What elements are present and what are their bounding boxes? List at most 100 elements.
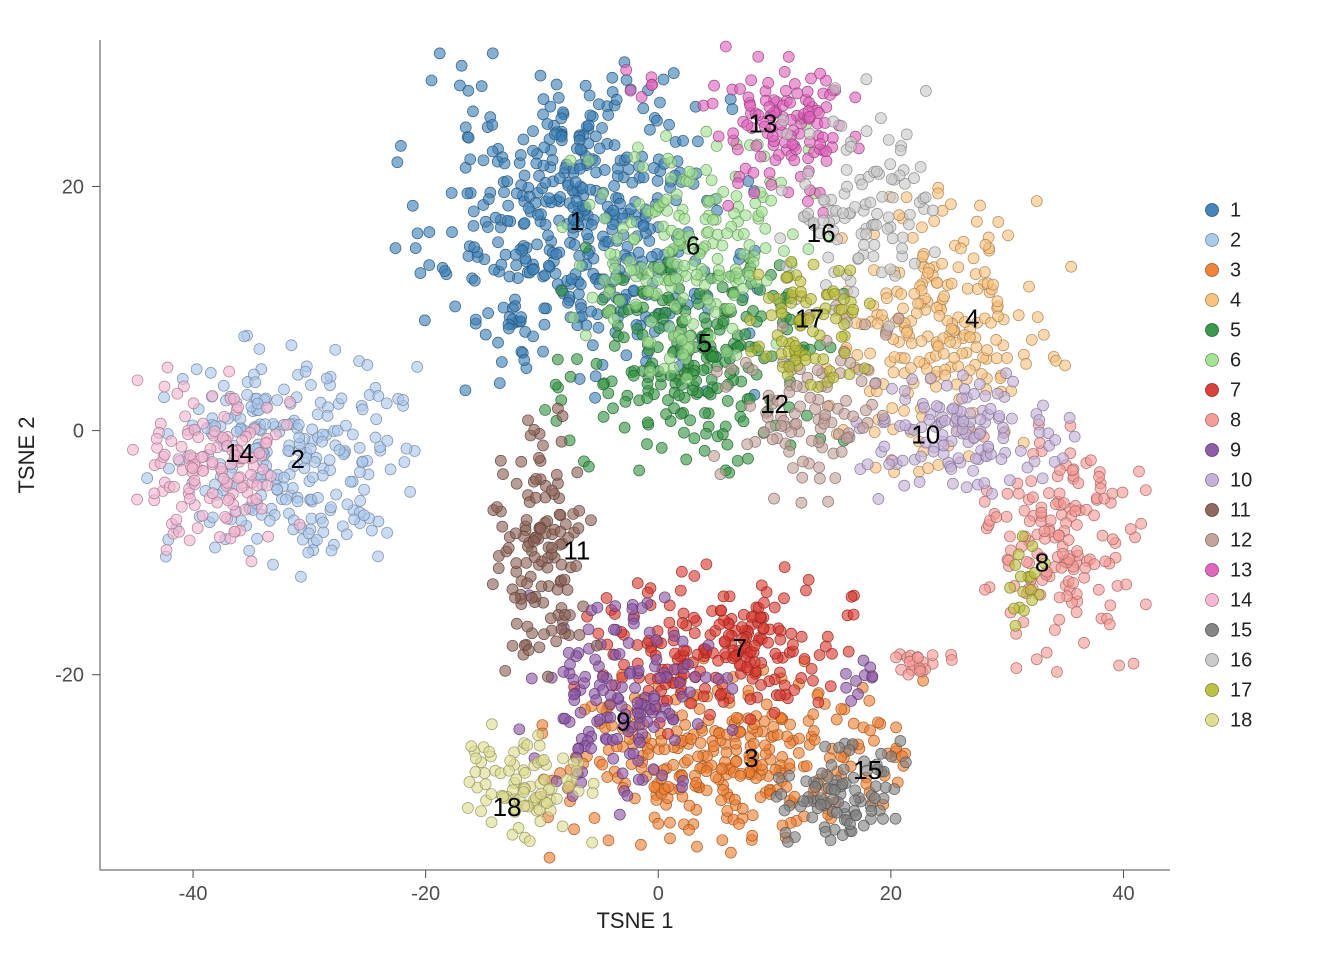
scatter-point <box>850 795 861 806</box>
scatter-point <box>293 419 304 430</box>
scatter-point <box>760 740 771 751</box>
x-tick-label: 20 <box>880 883 902 905</box>
scatter-point <box>544 852 555 863</box>
scatter-point <box>529 424 540 435</box>
scatter-point <box>642 587 653 598</box>
scatter-point <box>864 695 875 706</box>
scatter-point <box>560 609 571 620</box>
scatter-point <box>886 751 897 762</box>
scatter-point <box>487 119 498 130</box>
scatter-point <box>909 258 920 269</box>
scatter-point <box>511 188 522 199</box>
scatter-point <box>598 379 609 390</box>
scatter-point <box>763 77 774 88</box>
scatter-point <box>931 401 942 412</box>
scatter-point <box>330 344 341 355</box>
scatter-point <box>606 680 617 691</box>
scatter-point <box>770 648 781 659</box>
scatter-point <box>925 373 936 384</box>
scatter-point <box>278 384 289 395</box>
scatter-point <box>909 288 920 299</box>
scatter-point <box>300 366 311 377</box>
scatter-point <box>565 371 576 382</box>
scatter-point <box>260 419 271 430</box>
scatter-point <box>1013 549 1024 560</box>
scatter-point <box>807 675 818 686</box>
scatter-point <box>900 420 911 431</box>
scatter-point <box>646 251 657 262</box>
scatter-point <box>1031 196 1042 207</box>
scatter-point <box>868 735 879 746</box>
scatter-point <box>898 303 909 314</box>
scatter-point <box>312 409 323 420</box>
scatter-point <box>568 689 579 700</box>
scatter-point <box>605 690 616 701</box>
scatter-point <box>749 640 760 651</box>
scatter-point <box>132 494 143 505</box>
legend-swatch <box>1206 324 1219 337</box>
scatter-point <box>261 402 272 413</box>
scatter-point <box>894 210 905 221</box>
legend-swatch <box>1206 624 1219 637</box>
legend-swatch <box>1206 654 1219 667</box>
scatter-point <box>523 645 534 656</box>
scatter-point <box>774 772 785 783</box>
scatter-point <box>689 433 700 444</box>
scatter-point <box>1051 666 1062 677</box>
scatter-point <box>787 229 798 240</box>
scatter-point <box>722 439 733 450</box>
scatter-point <box>767 434 778 445</box>
scatter-point <box>730 738 741 749</box>
scatter-point <box>682 659 693 670</box>
scatter-point <box>717 429 728 440</box>
scatter-point <box>983 441 994 452</box>
scatter-point <box>623 637 634 648</box>
scatter-point <box>899 405 910 416</box>
scatter-point <box>712 253 723 264</box>
scatter-point <box>557 821 568 832</box>
scatter-point <box>845 265 856 276</box>
scatter-point <box>371 414 382 425</box>
scatter-point <box>1140 599 1151 610</box>
scatter-point <box>504 271 515 282</box>
scatter-point <box>971 342 982 353</box>
scatter-point <box>714 619 725 630</box>
scatter-point <box>802 196 813 207</box>
scatter-point <box>684 687 695 698</box>
scatter-point <box>796 497 807 508</box>
scatter-point <box>502 215 513 226</box>
scatter-point <box>899 480 910 491</box>
scatter-point <box>522 415 533 426</box>
scatter-point <box>857 179 868 190</box>
scatter-point <box>470 753 481 764</box>
scatter-point <box>901 192 912 203</box>
scatter-point <box>860 405 871 416</box>
scatter-point <box>786 427 797 438</box>
legend-swatch <box>1206 534 1219 547</box>
scatter-point <box>357 456 368 467</box>
legend-label: 5 <box>1230 319 1241 341</box>
scatter-point <box>779 805 790 816</box>
scatter-point <box>1093 584 1104 595</box>
scatter-point <box>748 257 759 268</box>
scatter-point <box>426 75 437 86</box>
scatter-point <box>866 805 877 816</box>
scatter-point <box>220 511 231 522</box>
scatter-point <box>804 111 815 122</box>
scatter-point <box>946 323 957 334</box>
scatter-point <box>282 419 293 430</box>
scatter-point <box>1037 473 1048 484</box>
scatter-point <box>407 200 418 211</box>
scatter-point <box>359 484 370 495</box>
scatter-point <box>727 323 738 334</box>
scatter-point <box>838 764 849 775</box>
scatter-point <box>753 269 764 280</box>
scatter-point <box>784 361 795 372</box>
scatter-point <box>653 818 664 829</box>
scatter-point <box>689 628 700 639</box>
scatter-point <box>1024 281 1035 292</box>
scatter-point <box>625 85 636 96</box>
scatter-point <box>223 495 234 506</box>
scatter-point <box>800 179 811 190</box>
scatter-point <box>280 494 291 505</box>
